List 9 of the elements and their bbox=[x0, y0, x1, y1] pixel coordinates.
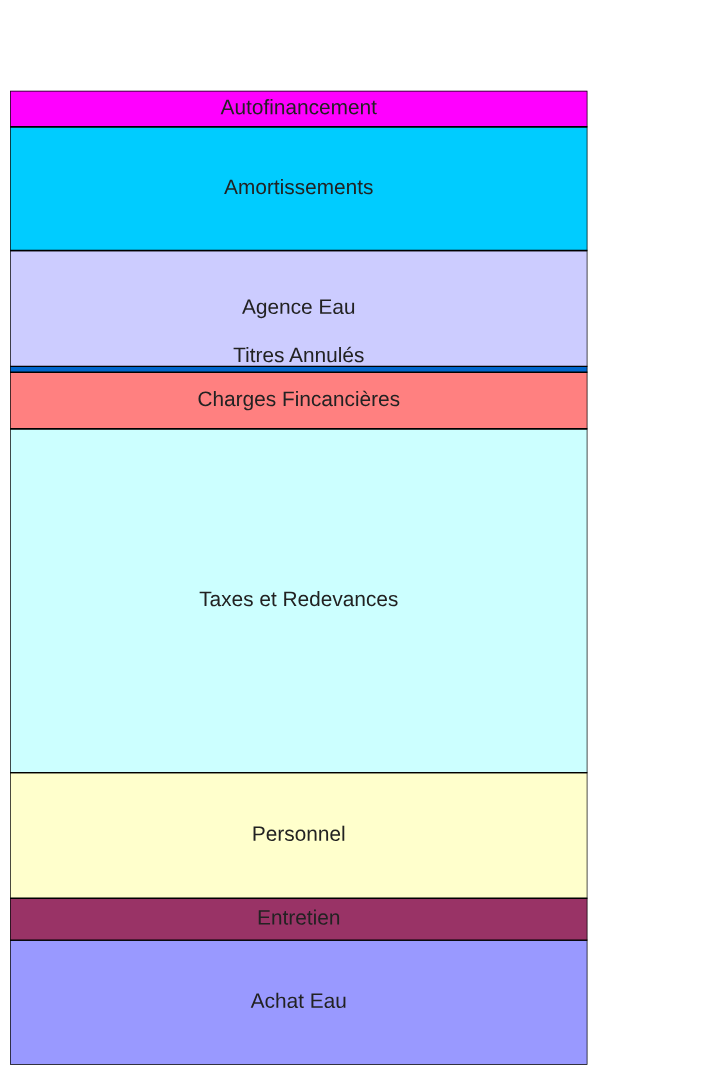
series-label: Titres Annulés bbox=[233, 346, 364, 363]
series-label: Taxes et Redevances bbox=[199, 590, 398, 607]
series-label: Agence Eau bbox=[242, 299, 355, 319]
series-label: Achat Eau bbox=[250, 992, 346, 1009]
series-label: Autofinancement bbox=[220, 99, 377, 115]
series-label: Charges Fincancières bbox=[198, 390, 400, 411]
series-label: Amortissements bbox=[224, 178, 373, 195]
series-label: Entretien bbox=[258, 909, 340, 925]
series-label: Personnel bbox=[253, 825, 345, 842]
